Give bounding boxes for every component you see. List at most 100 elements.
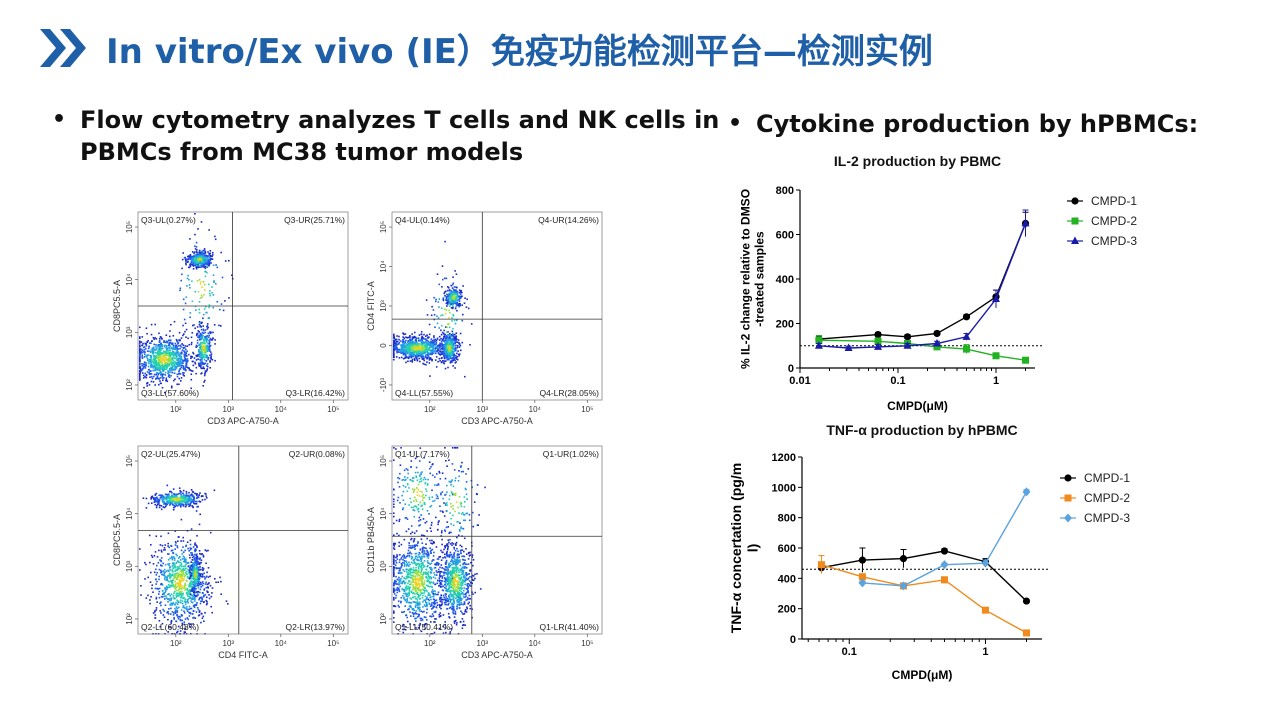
event-dot (202, 582, 204, 585)
event-dot (204, 260, 206, 263)
event-dot (168, 546, 170, 549)
event-dot (398, 348, 400, 351)
event-dot (438, 327, 440, 329)
event-dot (422, 343, 425, 345)
event-dot (447, 347, 450, 350)
event-dot (199, 573, 201, 576)
event-dot (199, 562, 201, 564)
event-dot (168, 586, 170, 588)
event-dot (213, 281, 215, 283)
event-dot (184, 494, 186, 497)
event-dot (186, 617, 189, 619)
event-dot (155, 357, 157, 359)
event-dot (175, 601, 177, 604)
event-dot (458, 353, 461, 355)
event-dot (196, 339, 199, 342)
event-dot (178, 588, 181, 591)
event-dot (191, 556, 194, 559)
event-dot (170, 353, 172, 356)
event-dot (142, 374, 145, 377)
event-dot (431, 339, 434, 342)
event-dot (438, 298, 441, 300)
event-dot (427, 349, 430, 352)
event-dot (152, 347, 155, 350)
event-dot (208, 346, 211, 349)
event-dot (158, 346, 160, 348)
event-dot (451, 293, 454, 295)
event-dot (426, 349, 428, 352)
event-dot (446, 331, 448, 333)
event-dot (456, 338, 458, 341)
event-dot (450, 352, 452, 355)
event-dot (403, 340, 405, 343)
event-dot (403, 570, 406, 573)
event-dot (168, 374, 170, 377)
event-dot (190, 573, 193, 575)
event-dot (204, 267, 207, 270)
event-dot (415, 552, 418, 555)
event-dot (426, 560, 429, 562)
event-dot (414, 552, 417, 555)
event-dot (411, 342, 414, 345)
event-dot (194, 492, 196, 495)
event-dot (448, 336, 451, 338)
event-dot (410, 342, 413, 344)
event-dot (145, 374, 148, 376)
event-dot (139, 360, 141, 363)
event-dot (456, 302, 458, 305)
event-dot (427, 353, 430, 356)
event-dot (428, 333, 431, 336)
event-dot (447, 331, 449, 333)
event-dot (154, 369, 156, 371)
event-dot (204, 352, 206, 354)
event-dot (194, 542, 196, 544)
event-dot (177, 354, 180, 356)
event-dot (166, 585, 168, 588)
event-dot (191, 300, 194, 303)
event-dot (195, 554, 198, 557)
event-dot (203, 345, 205, 348)
event-dot (435, 300, 437, 303)
event-dot (178, 369, 180, 372)
event-dot (197, 562, 199, 565)
event-dot (205, 356, 208, 359)
event-dot (196, 567, 199, 569)
event-dot (195, 576, 198, 579)
event-dot (184, 549, 186, 552)
x-tick-label: 10⁴ (529, 405, 542, 414)
event-dot (186, 350, 188, 352)
event-dot (190, 590, 192, 592)
event-dot (159, 351, 161, 354)
event-dot (196, 563, 198, 566)
event-dot (199, 281, 202, 283)
event-dot (420, 538, 423, 540)
event-dot (148, 358, 151, 361)
event-dot (190, 594, 193, 596)
event-dot (420, 338, 423, 341)
quadrant-label-ul: Q3-UL(0.27%) (141, 215, 196, 225)
event-dot (184, 582, 186, 585)
event-dot (435, 593, 438, 596)
event-dot (409, 339, 412, 342)
event-dot (153, 501, 156, 503)
event-dot (197, 256, 200, 259)
event-dot (440, 351, 443, 353)
event-dot (165, 352, 167, 354)
event-dot (204, 306, 207, 308)
event-dot (195, 372, 197, 375)
event-dot (139, 377, 141, 379)
event-dot (206, 365, 209, 368)
event-dot (166, 497, 169, 500)
event-dot (182, 334, 184, 337)
event-dot (188, 586, 190, 588)
event-dot (161, 361, 163, 364)
event-dot (152, 367, 154, 369)
event-dot (190, 501, 192, 503)
event-dot (445, 352, 448, 355)
quadrant-label-ul: Q2-UL(25.47%) (141, 449, 201, 459)
event-dot (209, 341, 211, 344)
event-dot (176, 546, 179, 549)
event-dot (449, 341, 451, 343)
event-dot (449, 357, 452, 359)
event-dot (205, 575, 208, 578)
